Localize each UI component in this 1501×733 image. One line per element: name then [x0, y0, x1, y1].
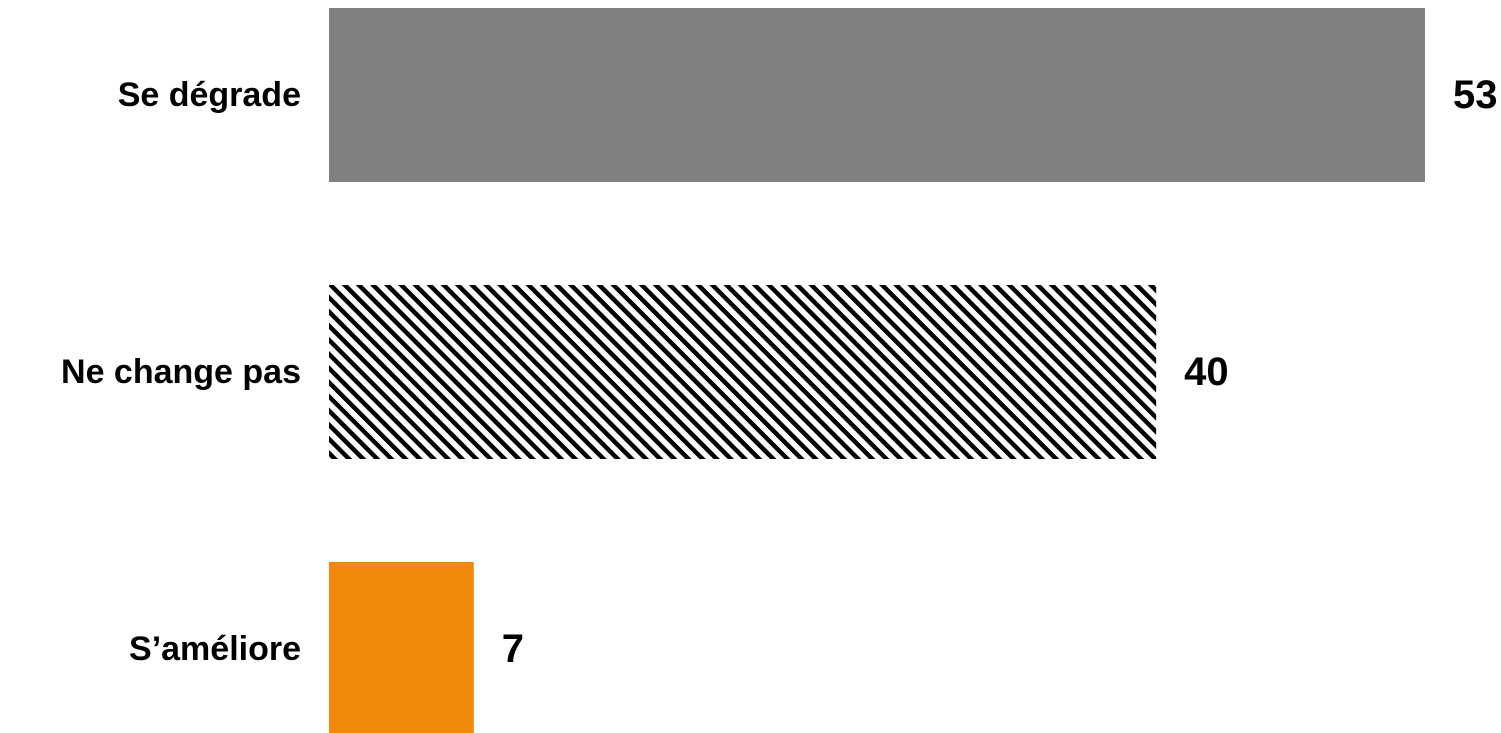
value-labels: 53 40 7	[502, 73, 1498, 671]
bar-s-ameliore	[329, 562, 474, 733]
value-label-s-ameliore: 7	[502, 627, 524, 671]
bar-se-degrade	[329, 8, 1425, 182]
bars-group	[329, 8, 1425, 733]
category-label-s-ameliore: S’améliore	[129, 630, 301, 668]
bar-ne-change-pas	[329, 285, 1157, 459]
value-label-se-degrade: 53	[1453, 73, 1498, 117]
category-labels: Se dégrade Ne change pas S’améliore	[61, 76, 301, 668]
value-label-ne-change-pas: 40	[1184, 350, 1229, 394]
category-label-ne-change-pas: Ne change pas	[61, 353, 301, 391]
category-label-se-degrade: Se dégrade	[118, 76, 301, 114]
